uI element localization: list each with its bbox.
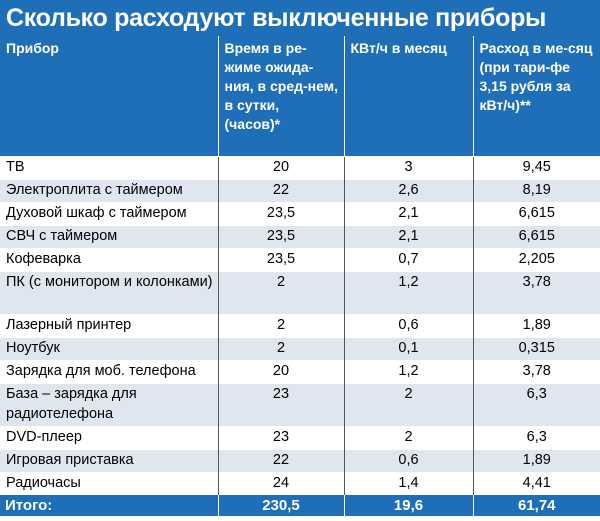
standby-hours: 23,5 bbox=[218, 225, 345, 249]
cost-month: 8,19 bbox=[473, 179, 600, 203]
table-row: Лазерный принтер 2 0,6 1,89 bbox=[0, 314, 600, 338]
table-row: Духовой шкаф с таймером 23,5 2,1 6,615 bbox=[0, 202, 600, 226]
table-row: СВЧ с таймером 23,5 2,1 6,615 bbox=[0, 225, 600, 249]
table-header-row: Прибор Время в ре-жиме ожида-ния, в сред… bbox=[0, 36, 600, 157]
total-kwh: 19,6 bbox=[344, 495, 474, 516]
kwh-month: 1,2 bbox=[344, 271, 474, 315]
kwh-month: 2 bbox=[344, 426, 474, 450]
standby-hours: 2 bbox=[218, 314, 345, 338]
table-row: Электроплита с таймером 22 2,6 8,19 bbox=[0, 179, 600, 203]
device-name: Лазерный принтер bbox=[0, 314, 219, 338]
header-standby-hours: Время в ре-жиме ожида-ния, в сред-нем, в… bbox=[218, 36, 345, 157]
standby-hours: 23,5 bbox=[218, 202, 345, 226]
page-title: Сколько расходуют выключенные приборы bbox=[0, 0, 600, 36]
cost-month: 6,3 bbox=[473, 383, 600, 427]
table-row: Зарядка для моб. телефона 20 1,2 3,78 bbox=[0, 360, 600, 384]
cost-month: 1,89 bbox=[473, 449, 600, 473]
device-name: Радиочасы bbox=[0, 472, 219, 495]
standby-hours: 20 bbox=[218, 156, 345, 180]
total-hours: 230,5 bbox=[218, 495, 345, 516]
cost-month: 0,315 bbox=[473, 337, 600, 361]
table-row: ПК (с монитором и колонками) 2 1,2 3,78 bbox=[0, 271, 600, 315]
kwh-month: 3 bbox=[344, 156, 474, 180]
device-name: ПК (с монитором и колонками) bbox=[0, 271, 219, 315]
table-body: ТВ 20 3 9,45 Электроплита с таймером 22 2,6 8,1… bbox=[0, 156, 600, 495]
cost-month: 6,615 bbox=[473, 225, 600, 249]
device-name: Зарядка для моб. телефона bbox=[0, 360, 219, 384]
table-row: База – зарядка для радиотелефона 23 2 6,3 bbox=[0, 383, 600, 427]
header-cost-month: Расход в ме-сяц (при тари-фе 3,15 рубля … bbox=[473, 36, 600, 157]
header-device: Прибор bbox=[0, 36, 219, 157]
device-name: DVD-плеер bbox=[0, 426, 219, 450]
table-row: DVD-плеер 23 2 6,3 bbox=[0, 426, 600, 450]
standby-hours: 2 bbox=[218, 337, 345, 361]
cost-month: 4,41 bbox=[473, 472, 600, 495]
total-label: Итого: bbox=[0, 495, 219, 516]
kwh-month: 2,1 bbox=[344, 225, 474, 249]
device-name: Кофеварка bbox=[0, 248, 219, 272]
device-name: Игровая приставка bbox=[0, 449, 219, 473]
kwh-month: 0,7 bbox=[344, 248, 474, 272]
standby-hours: 22 bbox=[218, 179, 345, 203]
device-name: Духовой шкаф с таймером bbox=[0, 202, 219, 226]
standby-consumption-table: Прибор Время в ре-жиме ожида-ния, в сред… bbox=[0, 36, 600, 516]
device-name: СВЧ с таймером bbox=[0, 225, 219, 249]
kwh-month: 0,1 bbox=[344, 337, 474, 361]
cost-month: 3,78 bbox=[473, 360, 600, 384]
kwh-month: 2 bbox=[344, 383, 474, 427]
table-row: Игровая приставка 22 0,6 1,89 bbox=[0, 449, 600, 473]
kwh-month: 2,1 bbox=[344, 202, 474, 226]
table-row: Ноутбук 2 0,1 0,315 bbox=[0, 337, 600, 361]
kwh-month: 0,6 bbox=[344, 449, 474, 473]
header-kwh-month: КВт/ч в месяц bbox=[344, 36, 474, 157]
standby-hours: 23,5 bbox=[218, 248, 345, 272]
kwh-month: 0,6 bbox=[344, 314, 474, 338]
table-row: ТВ 20 3 9,45 bbox=[0, 156, 600, 180]
cost-month: 1,89 bbox=[473, 314, 600, 338]
standby-hours: 24 bbox=[218, 472, 345, 495]
standby-hours: 22 bbox=[218, 449, 345, 473]
standby-hours: 23 bbox=[218, 426, 345, 450]
standby-hours: 23 bbox=[218, 383, 345, 427]
cost-month: 6,3 bbox=[473, 426, 600, 450]
total-cost: 61,74 bbox=[473, 495, 600, 516]
device-name: Ноутбук bbox=[0, 337, 219, 361]
standby-hours: 20 bbox=[218, 360, 345, 384]
kwh-month: 2,6 bbox=[344, 179, 474, 203]
cost-month: 6,615 bbox=[473, 202, 600, 226]
kwh-month: 1,4 bbox=[344, 472, 474, 495]
device-name: База – зарядка для радиотелефона bbox=[0, 383, 219, 427]
table-row: Радиочасы 24 1,4 4,41 bbox=[0, 472, 600, 495]
cost-month: 3,78 bbox=[473, 271, 600, 315]
cost-month: 2,205 bbox=[473, 248, 600, 272]
standby-hours: 2 bbox=[218, 271, 345, 315]
device-name: ТВ bbox=[0, 156, 219, 180]
table-row: Кофеварка 23,5 0,7 2,205 bbox=[0, 248, 600, 272]
device-name: Электроплита с таймером bbox=[0, 179, 219, 203]
kwh-month: 1,2 bbox=[344, 360, 474, 384]
total-row: Итого: 230,5 19,6 61,74 bbox=[0, 495, 600, 516]
cost-month: 9,45 bbox=[473, 156, 600, 180]
